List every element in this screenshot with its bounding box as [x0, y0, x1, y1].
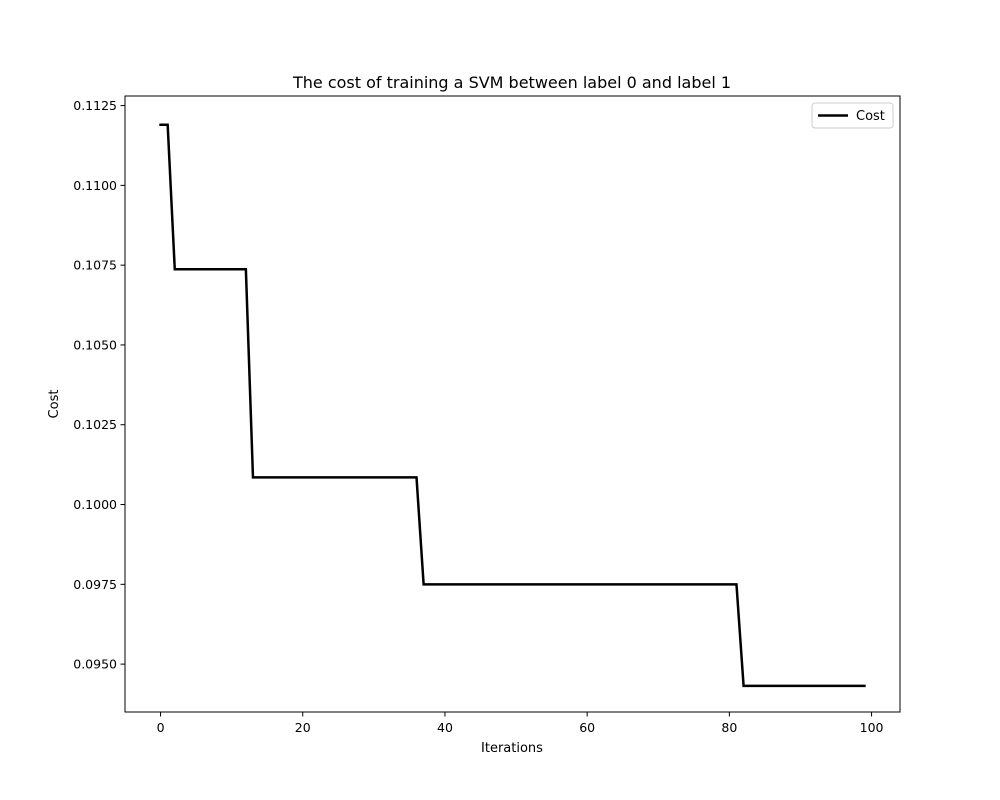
- legend: Cost: [811, 102, 894, 129]
- chart-title: The cost of training a SVM between label…: [292, 73, 731, 92]
- y-tick-label: 0.0975: [73, 577, 117, 592]
- x-tick-label: 0: [157, 720, 165, 735]
- x-tick-label: 20: [295, 720, 311, 735]
- axes-frame: [124, 95, 901, 713]
- y-tick-label: 0.1125: [73, 98, 117, 113]
- x-tick-label: 80: [721, 720, 737, 735]
- y-tick-label: 0.1075: [73, 258, 117, 273]
- y-axis-label: Cost: [47, 390, 62, 419]
- y-tick-label: 0.1100: [73, 178, 117, 193]
- legend-box: [811, 102, 894, 129]
- y-tick-label: 0.1000: [73, 497, 117, 512]
- x-tick-label: 60: [579, 720, 595, 735]
- legend-label: Cost: [856, 109, 885, 124]
- x-axis-label: Iterations: [481, 741, 543, 756]
- y-tick-label: 0.0950: [73, 657, 117, 672]
- x-tick-label: 40: [437, 720, 453, 735]
- series-line-1: [159, 123, 866, 688]
- y-tick-label: 0.1050: [73, 337, 117, 352]
- y-tick-label: 0.1025: [73, 417, 117, 432]
- x-tick-label: 100: [860, 720, 884, 735]
- plot-area: 0 20 40 60 80 100 0.0950 0.0975 0.1000 0.1025 0.10…: [73, 95, 901, 735]
